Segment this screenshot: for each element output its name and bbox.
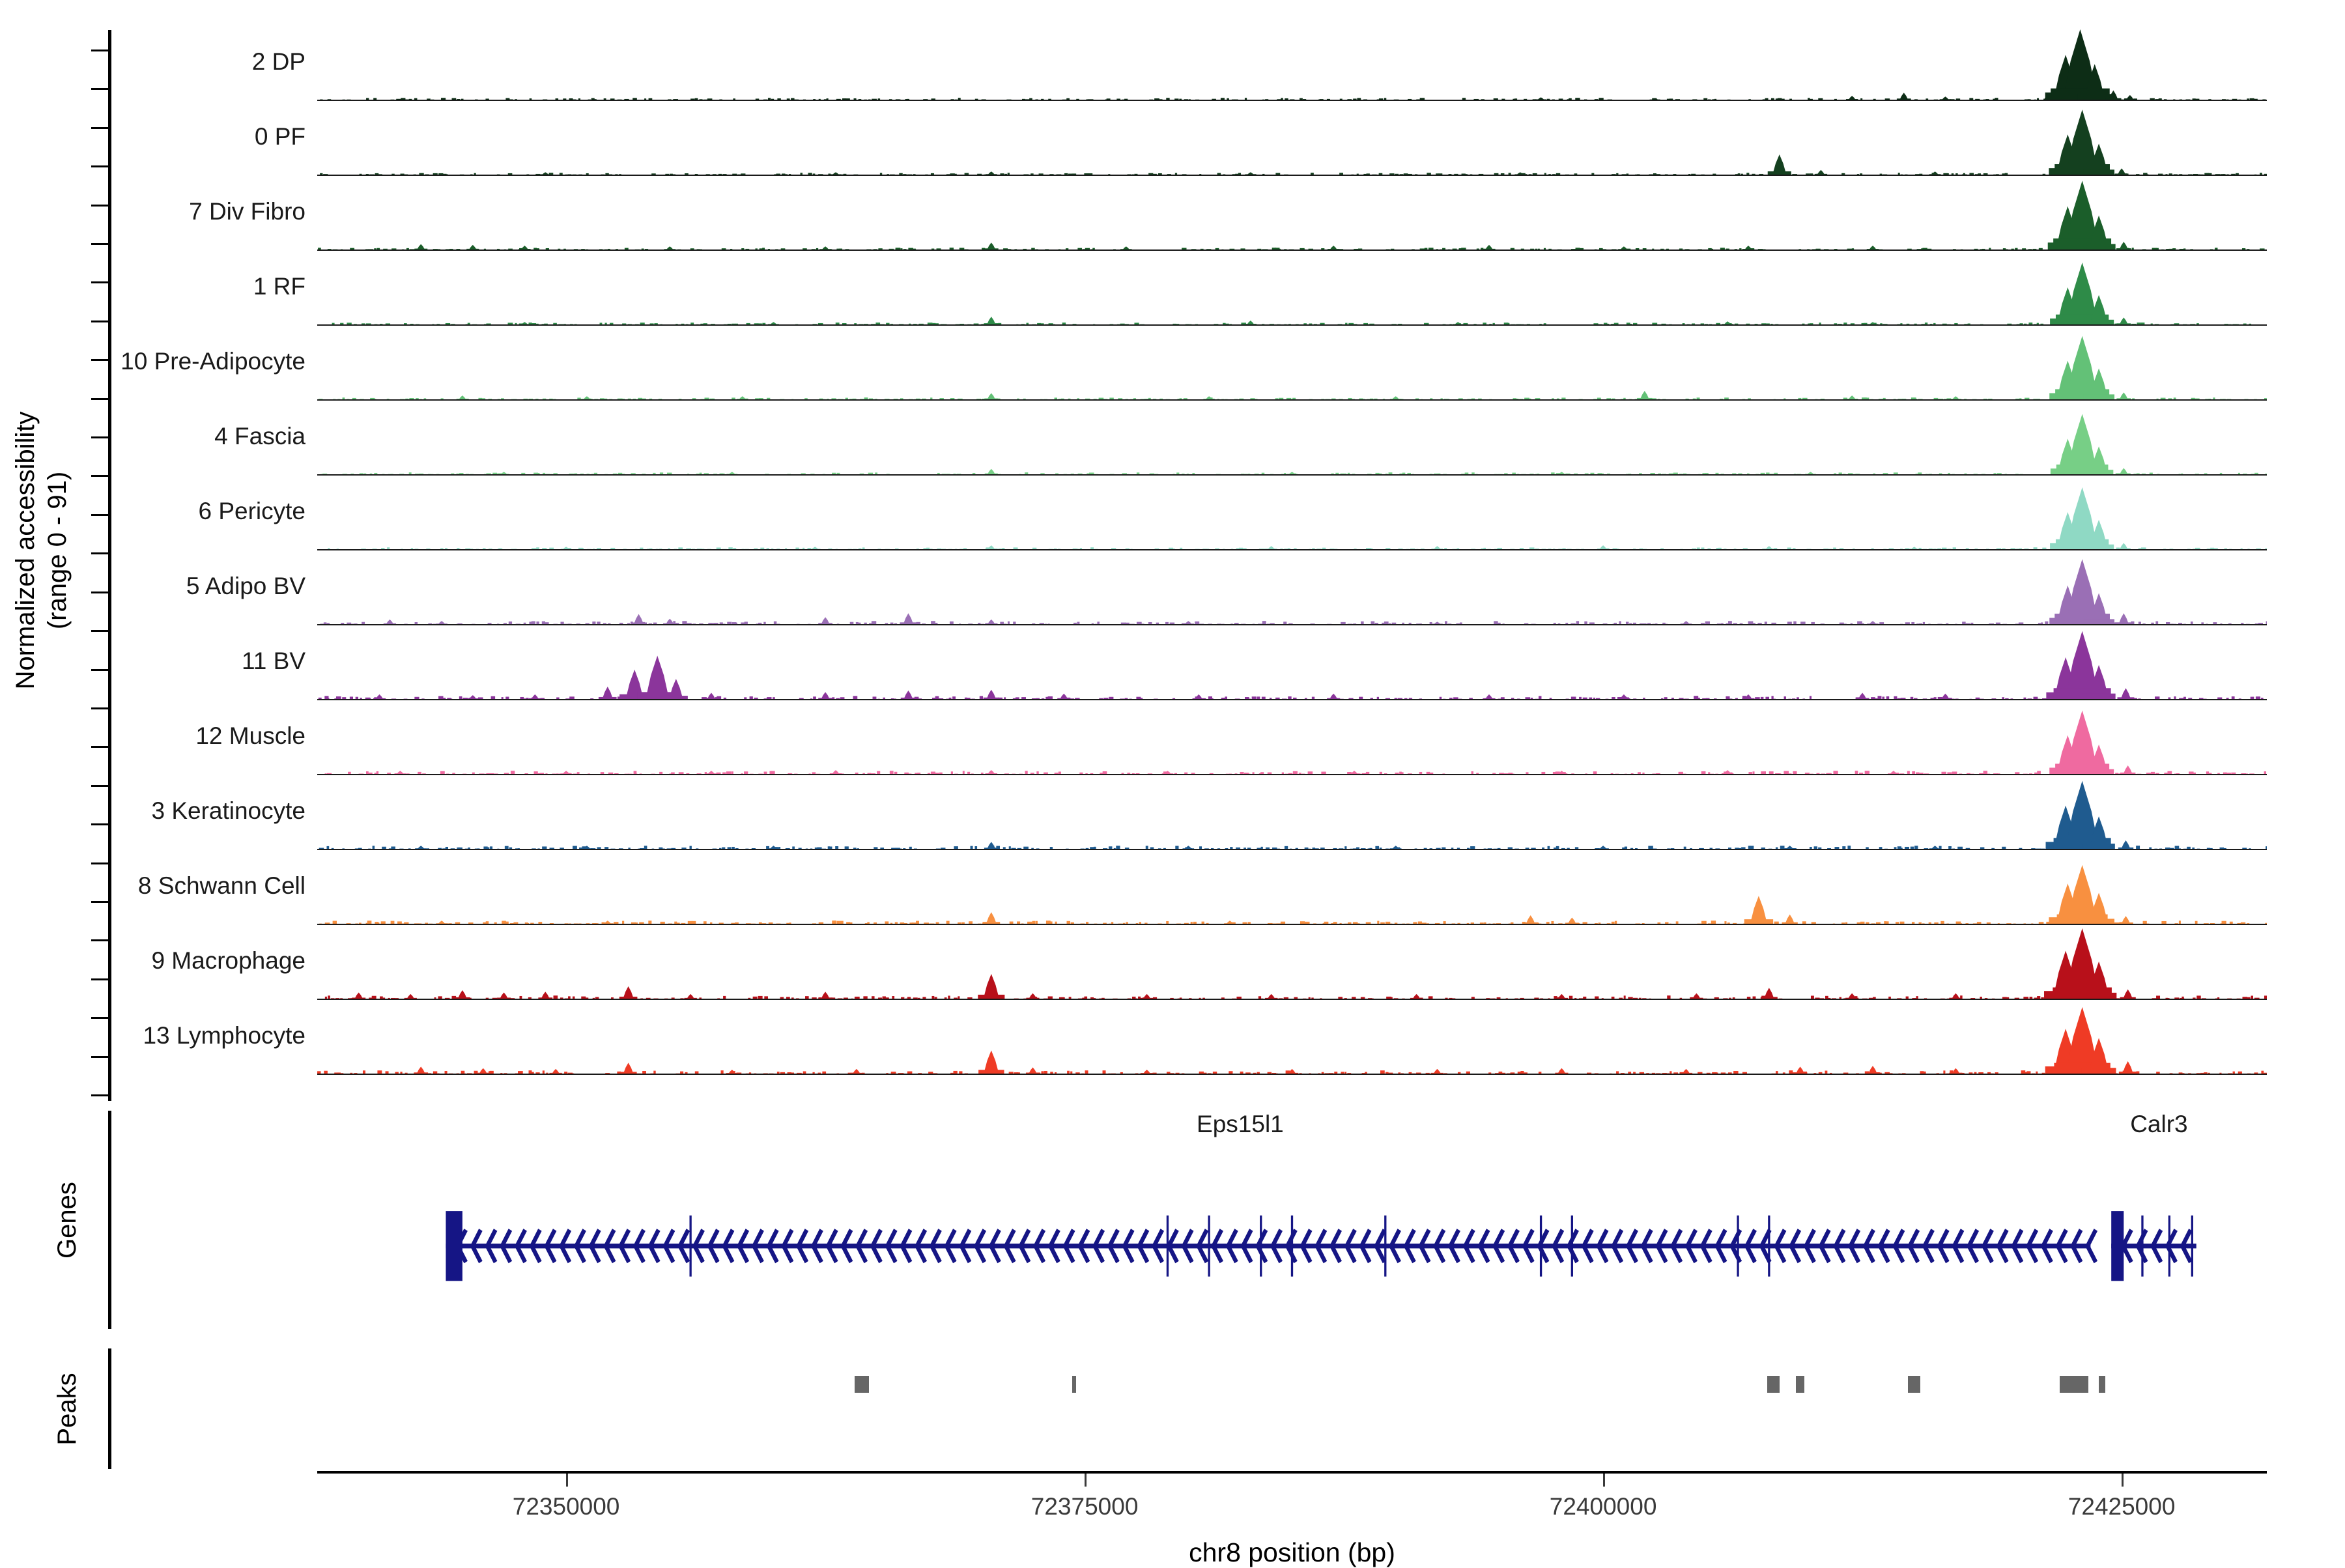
y-axis-tick xyxy=(91,862,108,864)
x-axis-line xyxy=(317,1471,2267,1474)
genes-section-spine xyxy=(108,1111,111,1329)
y-axis-tick xyxy=(91,939,108,941)
peak-block xyxy=(1767,1376,1780,1393)
track-signal xyxy=(317,29,2267,100)
gene-annotation-track: Eps15l1 Calr3 xyxy=(317,1111,2267,1329)
track-label-5-adipo-bv: 5 Adipo BV xyxy=(186,573,306,600)
track-row: 6 Pericyte xyxy=(317,476,2267,550)
y-axis-tick xyxy=(91,88,108,90)
track-signal xyxy=(317,479,2267,549)
y-axis-tick xyxy=(91,475,108,477)
y-axis-tick xyxy=(91,50,108,51)
track-row: 4 Fascia xyxy=(317,401,2267,476)
track-label-13-lymphocyte: 13 Lymphocyte xyxy=(143,1022,306,1049)
peak-block xyxy=(2060,1376,2089,1393)
y-axis-tick xyxy=(91,281,108,283)
x-axis-tick xyxy=(1603,1474,1605,1487)
track-label-9-macrophage: 9 Macrophage xyxy=(151,947,306,975)
y-axis-tick xyxy=(91,1094,108,1096)
y-axis-tick xyxy=(91,243,108,245)
track-signal xyxy=(317,329,2267,399)
track-label-2-dp: 2 DP xyxy=(252,48,306,76)
y-axis-tick xyxy=(91,436,108,438)
track-label-7-div-fibro: 7 Div Fibro xyxy=(189,198,306,225)
track-signal xyxy=(317,104,2267,175)
track-signal xyxy=(317,554,2267,624)
y-axis-tick xyxy=(91,785,108,787)
track-row: 11 BV xyxy=(317,625,2267,700)
x-axis-tick xyxy=(2122,1474,2124,1487)
track-signal xyxy=(317,254,2267,324)
peaks-section-label: Peaks xyxy=(53,1328,92,1490)
y-axis-tick xyxy=(91,127,108,129)
track-signal xyxy=(317,179,2267,249)
y-axis-tick xyxy=(91,746,108,748)
y-axis-tick xyxy=(91,592,108,593)
track-row: 7 Div Fibro xyxy=(317,176,2267,251)
y-axis-tick xyxy=(91,165,108,167)
gene-name-eps15l1: Eps15l1 xyxy=(1197,1111,1284,1138)
y-axis-tick xyxy=(91,398,108,400)
genes-section-label: Genes xyxy=(53,1135,92,1305)
y-axis-tick xyxy=(91,669,108,671)
track-label-4-fascia: 4 Fascia xyxy=(214,423,306,450)
x-axis-tick-label: 72375000 xyxy=(1031,1493,1139,1520)
track-label-0-pf: 0 PF xyxy=(255,123,306,150)
track-row: 8 Schwann Cell xyxy=(317,850,2267,925)
x-axis-tick-label: 72425000 xyxy=(2068,1493,2176,1520)
peak-block xyxy=(2099,1376,2105,1393)
track-row: 12 Muscle xyxy=(317,700,2267,775)
track-signal xyxy=(317,853,2267,924)
y-axis-tick xyxy=(91,514,108,516)
track-label-12-muscle: 12 Muscle xyxy=(195,722,306,750)
track-row: 3 Keratinocyte xyxy=(317,775,2267,850)
peak-block xyxy=(855,1376,869,1393)
x-axis-tick-label: 72350000 xyxy=(513,1493,620,1520)
x-axis-tick xyxy=(566,1474,568,1487)
x-axis-tick xyxy=(1085,1474,1087,1487)
y-axis-tick xyxy=(91,630,108,632)
y-axis-tick xyxy=(91,205,108,207)
peaks-section-spine xyxy=(108,1348,111,1469)
track-signal xyxy=(317,928,2267,999)
y-axis-tick xyxy=(91,707,108,709)
y-axis-tick xyxy=(91,1017,108,1019)
peak-block xyxy=(1908,1376,1920,1393)
y-axis-tick xyxy=(91,552,108,554)
track-row: 10 Pre-Adipocyte xyxy=(317,326,2267,401)
peak-block xyxy=(1072,1376,1076,1393)
gene-name-calr3: Calr3 xyxy=(2130,1111,2187,1138)
track-label-6-pericyte: 6 Pericyte xyxy=(198,498,306,525)
track-row: 9 Macrophage xyxy=(317,925,2267,1000)
track-signal xyxy=(317,704,2267,774)
y-axis-tick xyxy=(91,901,108,903)
tracks-y-axis-spine xyxy=(108,30,111,1101)
track-signal xyxy=(317,1003,2267,1074)
track-baseline xyxy=(317,1074,2267,1075)
y-axis-tick xyxy=(91,359,108,361)
track-label-11-bv: 11 BV xyxy=(242,648,306,675)
track-signal xyxy=(317,778,2267,849)
track-row: 0 PF xyxy=(317,101,2267,176)
peak-block xyxy=(1796,1376,1804,1393)
track-label-1-rf: 1 RF xyxy=(253,273,306,300)
y-axis-tick xyxy=(91,978,108,980)
y-axis-tick xyxy=(91,1056,108,1058)
track-row: 5 Adipo BV xyxy=(317,550,2267,625)
y-axis-label: Normalized accessibility (range 0 - 91) xyxy=(10,241,88,860)
track-row: 13 Lymphocyte xyxy=(317,1000,2267,1075)
track-signal xyxy=(317,629,2267,699)
track-row: 2 DP xyxy=(317,26,2267,101)
peaks-track xyxy=(317,1348,2267,1469)
track-label-3-keratinocyte: 3 Keratinocyte xyxy=(151,797,306,825)
track-label-8-schwann-cell: 8 Schwann Cell xyxy=(138,872,306,900)
track-row: 1 RF xyxy=(317,251,2267,326)
y-axis-tick xyxy=(91,823,108,825)
x-axis-tick-label: 72400000 xyxy=(1550,1493,1657,1520)
track-signal xyxy=(317,404,2267,474)
y-axis-tick xyxy=(91,321,108,322)
track-label-10-pre-adipocyte: 10 Pre-Adipocyte xyxy=(121,348,306,375)
